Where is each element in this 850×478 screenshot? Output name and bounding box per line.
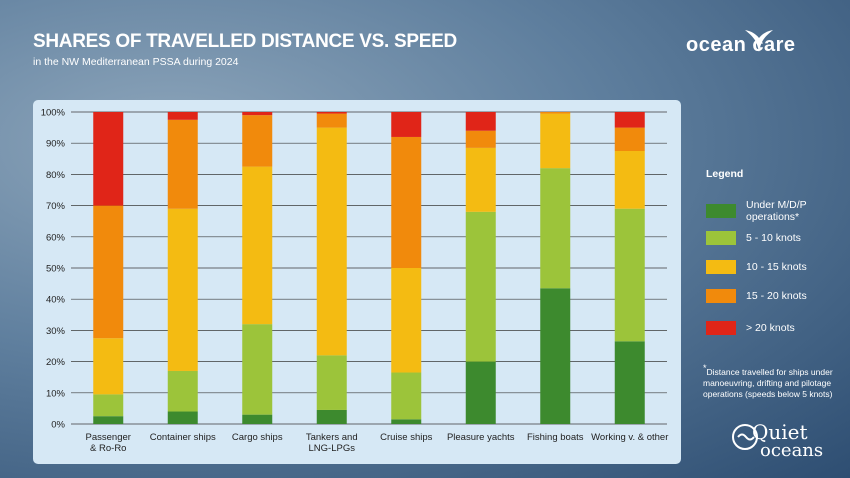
bar-segment (391, 268, 422, 373)
legend-item: > 20 knots (706, 321, 795, 335)
legend-swatch (706, 231, 736, 245)
ocean-care-logo-text: ocean care (686, 34, 796, 56)
x-tick-label: & Ro-Ro (90, 443, 126, 454)
legend-swatch (706, 260, 736, 274)
bar-segment (167, 208, 198, 371)
bar-segment (93, 338, 124, 395)
bar-segment (167, 370, 198, 412)
bar-segment (465, 211, 496, 362)
bar-segment (167, 112, 198, 120)
x-tick-label: Tankers and (306, 432, 358, 443)
x-tick-label: Pleasure yachts (447, 432, 515, 443)
bar-segment (167, 411, 198, 424)
legend-label: 10 - 15 knots (746, 261, 807, 273)
bar-segment (167, 119, 198, 209)
y-tick-label: 20% (46, 357, 66, 368)
legend-label: 15 - 20 knots (746, 290, 807, 302)
legend-item: 10 - 15 knots (706, 260, 807, 274)
bar-segment (93, 205, 124, 339)
bar-segment (242, 414, 273, 424)
legend-item: Under M/D/P operations* (706, 199, 807, 223)
y-tick-label: 30% (46, 326, 66, 337)
bar-segment (93, 394, 124, 417)
bar-segment (614, 112, 645, 128)
y-tick-label: 40% (46, 295, 66, 306)
bar-segment (540, 113, 571, 169)
x-tick-label: Container ships (150, 432, 216, 443)
legend-title: Legend (706, 168, 744, 180)
legend-swatch (706, 289, 736, 303)
chart-subtitle: in the NW Mediterranean PSSA during 2024 (33, 56, 239, 68)
y-tick-label: 50% (46, 264, 66, 275)
chart-panel: 0% 10% 20% 30% 40% 50% 60% 70% 80% 90% 100% Passeng… (33, 100, 681, 464)
bar-segment (465, 130, 496, 148)
legend-label: Under M/D/P operations* (746, 199, 807, 223)
legend-item: 5 - 10 knots (706, 231, 801, 245)
bar-segment (465, 361, 496, 424)
legend-swatch (706, 204, 736, 218)
legend-item: 15 - 20 knots (706, 289, 807, 303)
bar-segment (465, 147, 496, 212)
bar-segment (316, 355, 347, 410)
stacked-bar-chart: 0% 10% 20% 30% 40% 50% 60% 70% 80% 90% 100% Passeng… (41, 108, 669, 455)
bar-segment (93, 416, 124, 424)
footnote-text: Distance travelled for ships under manoe… (703, 366, 833, 399)
footnote: *Distance travelled for ships under mano… (703, 363, 843, 400)
x-tick-label: Passenger (86, 432, 131, 443)
bar-segment (540, 288, 571, 424)
y-tick-label: 90% (46, 139, 66, 150)
y-tick-label: 100% (41, 108, 66, 119)
quiet-oceans-text-1: Quiet (752, 420, 808, 444)
bar-segment (316, 113, 347, 128)
x-tick-label: Cruise ships (380, 432, 433, 443)
bar-segment (614, 151, 645, 209)
whale-tail-icon (745, 30, 773, 52)
quiet-oceans-wave-icon (732, 424, 758, 450)
y-tick-label: 80% (46, 170, 66, 181)
bar-segment (614, 127, 645, 151)
x-tick-label: Cargo ships (232, 432, 283, 443)
bar-segment (242, 324, 273, 415)
y-tick-label: 0% (51, 420, 65, 431)
y-tick-label: 10% (46, 388, 66, 399)
footnote-marker: * (703, 363, 707, 373)
bar-segment (242, 166, 273, 325)
bar-segment (316, 127, 347, 356)
quiet-oceans-logo: Quiet oceans (730, 420, 824, 468)
x-tick-label: LNG-LPGs (309, 443, 356, 454)
bar-segment (93, 112, 124, 206)
legend-label: 5 - 10 knots (746, 232, 801, 244)
y-tick-label: 60% (46, 232, 66, 243)
bar-segment (391, 112, 422, 137)
legend-swatch (706, 321, 736, 335)
bar-segment (391, 372, 422, 420)
x-tick-label: Fishing boats (527, 432, 584, 443)
bar-segment (540, 112, 571, 114)
bar-segment (465, 112, 496, 131)
quiet-oceans-text-2: oceans (760, 440, 824, 461)
bar-segment (316, 409, 347, 424)
bar-segment (391, 136, 422, 268)
bar-segment (242, 112, 273, 116)
bar-segment (391, 419, 422, 424)
bar-segment (614, 341, 645, 424)
y-tick-label: 70% (46, 201, 66, 212)
ocean-care-logo: ocean care (686, 20, 806, 72)
chart-title: SHARES OF TRAVELLED DISTANCE VS. SPEED (33, 31, 457, 52)
bar-segment (242, 115, 273, 167)
bar-segment (316, 112, 347, 114)
legend-label: > 20 knots (746, 322, 795, 334)
x-tick-label: Working v. & other (591, 432, 668, 443)
bar-segment (614, 208, 645, 342)
bar-segment (540, 168, 571, 289)
